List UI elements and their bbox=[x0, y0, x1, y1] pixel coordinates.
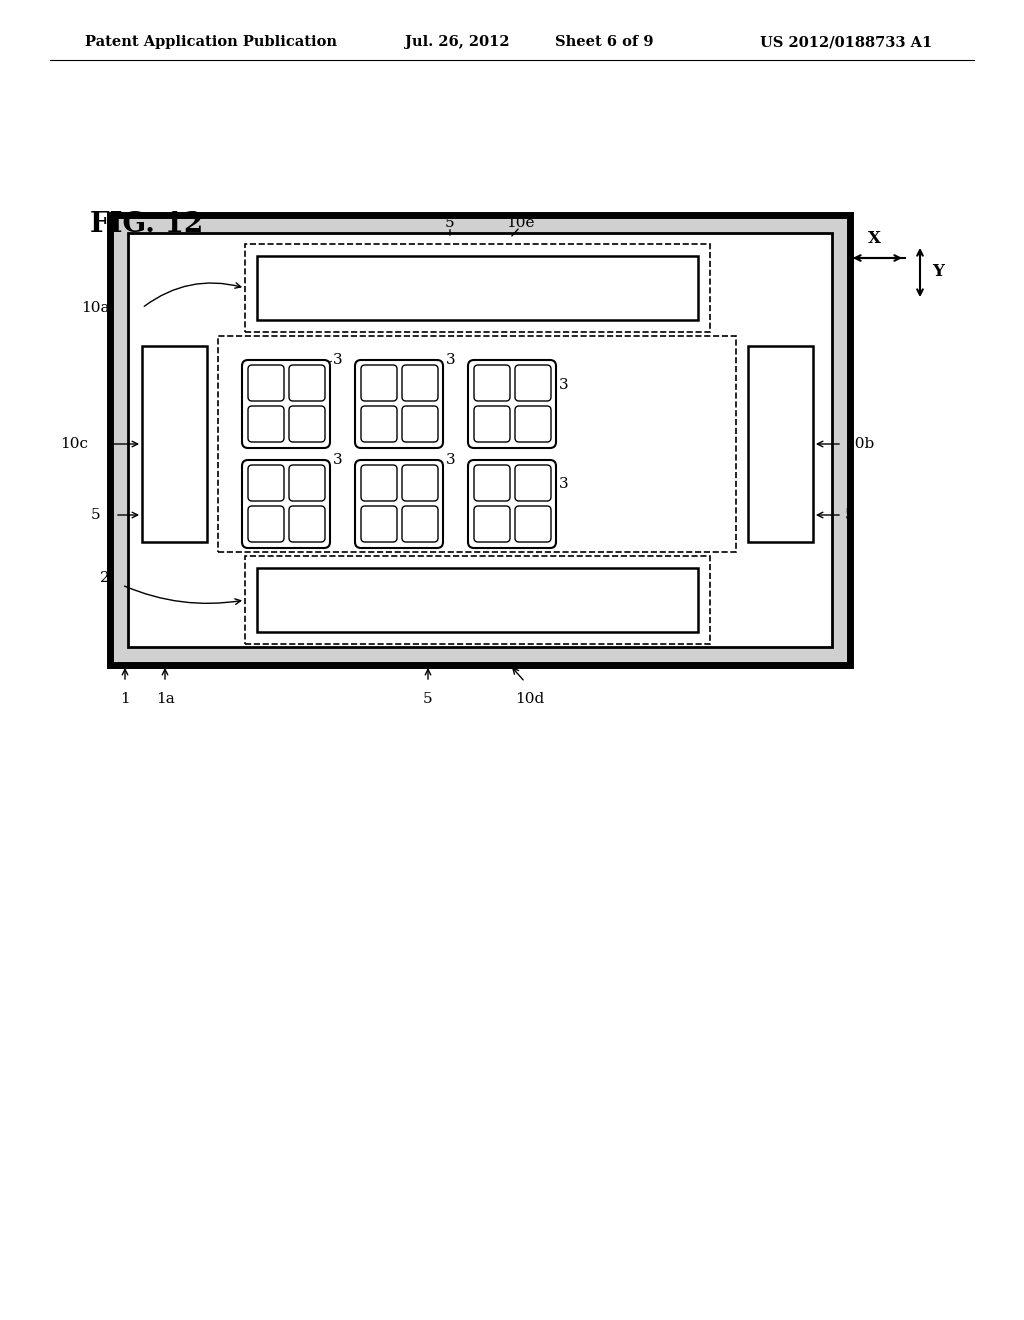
FancyBboxPatch shape bbox=[248, 407, 284, 442]
Text: 3: 3 bbox=[333, 453, 343, 467]
FancyBboxPatch shape bbox=[361, 407, 397, 442]
FancyBboxPatch shape bbox=[242, 459, 330, 548]
FancyBboxPatch shape bbox=[248, 506, 284, 543]
FancyBboxPatch shape bbox=[402, 506, 438, 543]
Text: Y: Y bbox=[932, 264, 944, 281]
FancyBboxPatch shape bbox=[474, 407, 510, 442]
Text: 10a: 10a bbox=[82, 301, 110, 315]
FancyBboxPatch shape bbox=[402, 465, 438, 502]
Text: 3: 3 bbox=[333, 352, 343, 367]
Text: 5: 5 bbox=[445, 216, 455, 230]
Text: US 2012/0188733 A1: US 2012/0188733 A1 bbox=[760, 36, 932, 49]
Bar bbox=[257, 568, 698, 632]
Text: 10e: 10e bbox=[506, 216, 535, 230]
Text: 10b: 10b bbox=[845, 437, 874, 451]
Bar bbox=[110, 215, 850, 665]
FancyBboxPatch shape bbox=[474, 465, 510, 502]
FancyBboxPatch shape bbox=[355, 360, 443, 447]
FancyBboxPatch shape bbox=[248, 366, 284, 401]
Text: Sheet 6 of 9: Sheet 6 of 9 bbox=[555, 36, 653, 49]
Bar bbox=[257, 256, 698, 319]
Text: X: X bbox=[867, 230, 881, 247]
FancyBboxPatch shape bbox=[474, 506, 510, 543]
FancyBboxPatch shape bbox=[361, 506, 397, 543]
Text: 2: 2 bbox=[100, 572, 110, 585]
Text: 1: 1 bbox=[120, 692, 130, 706]
Text: FIG. 12: FIG. 12 bbox=[90, 211, 203, 239]
Text: 10d: 10d bbox=[515, 692, 545, 706]
Bar bbox=[245, 556, 710, 644]
Text: 5: 5 bbox=[90, 508, 100, 521]
Text: 5: 5 bbox=[845, 508, 855, 521]
Text: Jul. 26, 2012: Jul. 26, 2012 bbox=[406, 36, 510, 49]
Text: 5: 5 bbox=[423, 692, 433, 706]
Bar bbox=[245, 244, 710, 333]
Text: 3: 3 bbox=[446, 453, 456, 467]
FancyBboxPatch shape bbox=[242, 360, 330, 447]
FancyBboxPatch shape bbox=[289, 407, 325, 442]
Text: 1a: 1a bbox=[156, 692, 174, 706]
FancyBboxPatch shape bbox=[289, 506, 325, 543]
Bar bbox=[218, 337, 736, 552]
Text: 3: 3 bbox=[446, 352, 456, 367]
FancyBboxPatch shape bbox=[289, 366, 325, 401]
FancyBboxPatch shape bbox=[468, 459, 556, 548]
FancyBboxPatch shape bbox=[402, 407, 438, 442]
FancyBboxPatch shape bbox=[248, 465, 284, 502]
Bar bbox=[748, 346, 813, 543]
FancyBboxPatch shape bbox=[361, 366, 397, 401]
FancyBboxPatch shape bbox=[361, 465, 397, 502]
Text: Patent Application Publication: Patent Application Publication bbox=[85, 36, 337, 49]
Text: 3: 3 bbox=[559, 477, 568, 491]
FancyBboxPatch shape bbox=[515, 366, 551, 401]
FancyBboxPatch shape bbox=[468, 360, 556, 447]
Bar bbox=[142, 346, 207, 543]
FancyBboxPatch shape bbox=[355, 459, 443, 548]
FancyBboxPatch shape bbox=[515, 506, 551, 543]
FancyBboxPatch shape bbox=[515, 407, 551, 442]
Bar bbox=[128, 234, 831, 647]
FancyBboxPatch shape bbox=[474, 366, 510, 401]
Text: 3: 3 bbox=[559, 378, 568, 392]
Text: 10c: 10c bbox=[60, 437, 88, 451]
FancyBboxPatch shape bbox=[515, 465, 551, 502]
FancyBboxPatch shape bbox=[289, 465, 325, 502]
FancyBboxPatch shape bbox=[402, 366, 438, 401]
